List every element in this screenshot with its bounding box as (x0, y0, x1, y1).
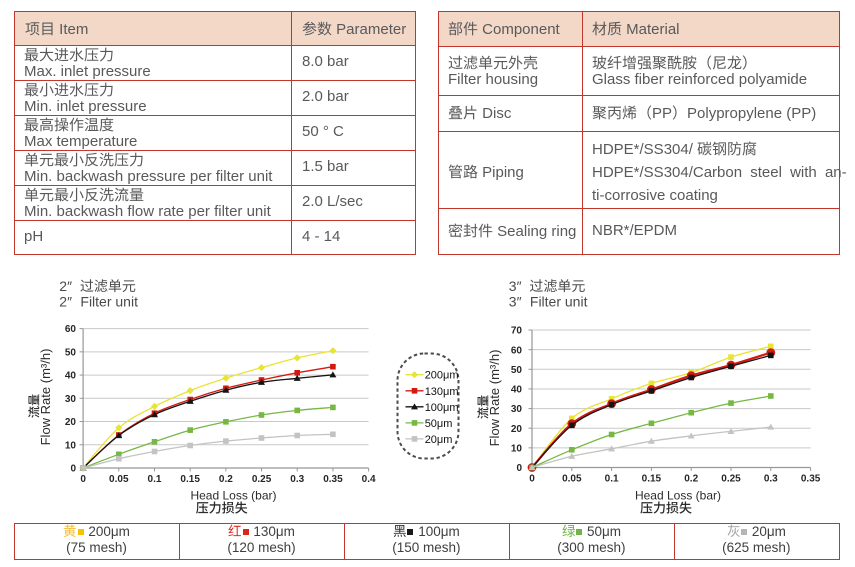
svg-text:0.3: 0.3 (290, 474, 304, 485)
svg-text:0.1: 0.1 (148, 474, 162, 485)
svg-text:0.2: 0.2 (219, 474, 233, 485)
svg-text:0.3: 0.3 (764, 474, 778, 485)
svg-text:0.35: 0.35 (323, 474, 343, 485)
svg-text:30: 30 (511, 404, 523, 415)
svg-text:0.05: 0.05 (562, 474, 582, 485)
svg-text:0.35: 0.35 (801, 474, 821, 485)
svg-text:Filter unit: Filter unit (530, 294, 588, 310)
svg-text:0.05: 0.05 (109, 474, 129, 485)
svg-text:50: 50 (65, 347, 77, 358)
svg-text:0.15: 0.15 (642, 474, 662, 485)
svg-text:20: 20 (65, 417, 77, 428)
svg-text:40: 40 (65, 371, 77, 382)
svg-text:Head Loss (bar): Head Loss (bar) (190, 489, 276, 503)
svg-text:50μm: 50μm (425, 418, 453, 430)
svg-text:Flow Rate (m³/h): Flow Rate (m³/h) (38, 349, 53, 446)
svg-text:130μm: 130μm (425, 386, 459, 398)
svg-text:40: 40 (511, 385, 523, 396)
svg-text:70: 70 (511, 326, 523, 337)
svg-text:3″: 3″ (509, 294, 522, 310)
svg-text:0.25: 0.25 (252, 474, 272, 485)
svg-text:0: 0 (80, 474, 86, 485)
svg-text:0: 0 (529, 474, 535, 485)
svg-text:200μm: 200μm (425, 370, 459, 382)
svg-text:60: 60 (511, 345, 523, 356)
svg-text:2″: 2″ (59, 294, 72, 310)
svg-text:20: 20 (511, 424, 523, 435)
svg-text:Filter unit: Filter unit (80, 294, 138, 310)
svg-text:2″: 2″ (59, 278, 72, 294)
svg-text:20μm: 20μm (425, 434, 453, 446)
svg-text:100μm: 100μm (425, 402, 459, 414)
svg-text:60: 60 (65, 324, 77, 335)
svg-text:10: 10 (65, 440, 77, 451)
svg-text:Flow Rate (m³/h): Flow Rate (m³/h) (487, 350, 502, 447)
svg-text:0.4: 0.4 (362, 474, 376, 485)
svg-text:Head Loss (bar): Head Loss (bar) (635, 489, 721, 503)
svg-text:10: 10 (511, 444, 523, 455)
svg-text:0.1: 0.1 (605, 474, 619, 485)
svg-text:30: 30 (65, 394, 77, 405)
svg-text:50: 50 (511, 365, 523, 376)
svg-text:3″: 3″ (509, 278, 522, 294)
svg-text:0: 0 (70, 464, 76, 475)
svg-text:0.15: 0.15 (180, 474, 200, 485)
svg-text:0.2: 0.2 (684, 474, 698, 485)
svg-text:0: 0 (516, 463, 522, 474)
svg-text:0.25: 0.25 (721, 474, 741, 485)
